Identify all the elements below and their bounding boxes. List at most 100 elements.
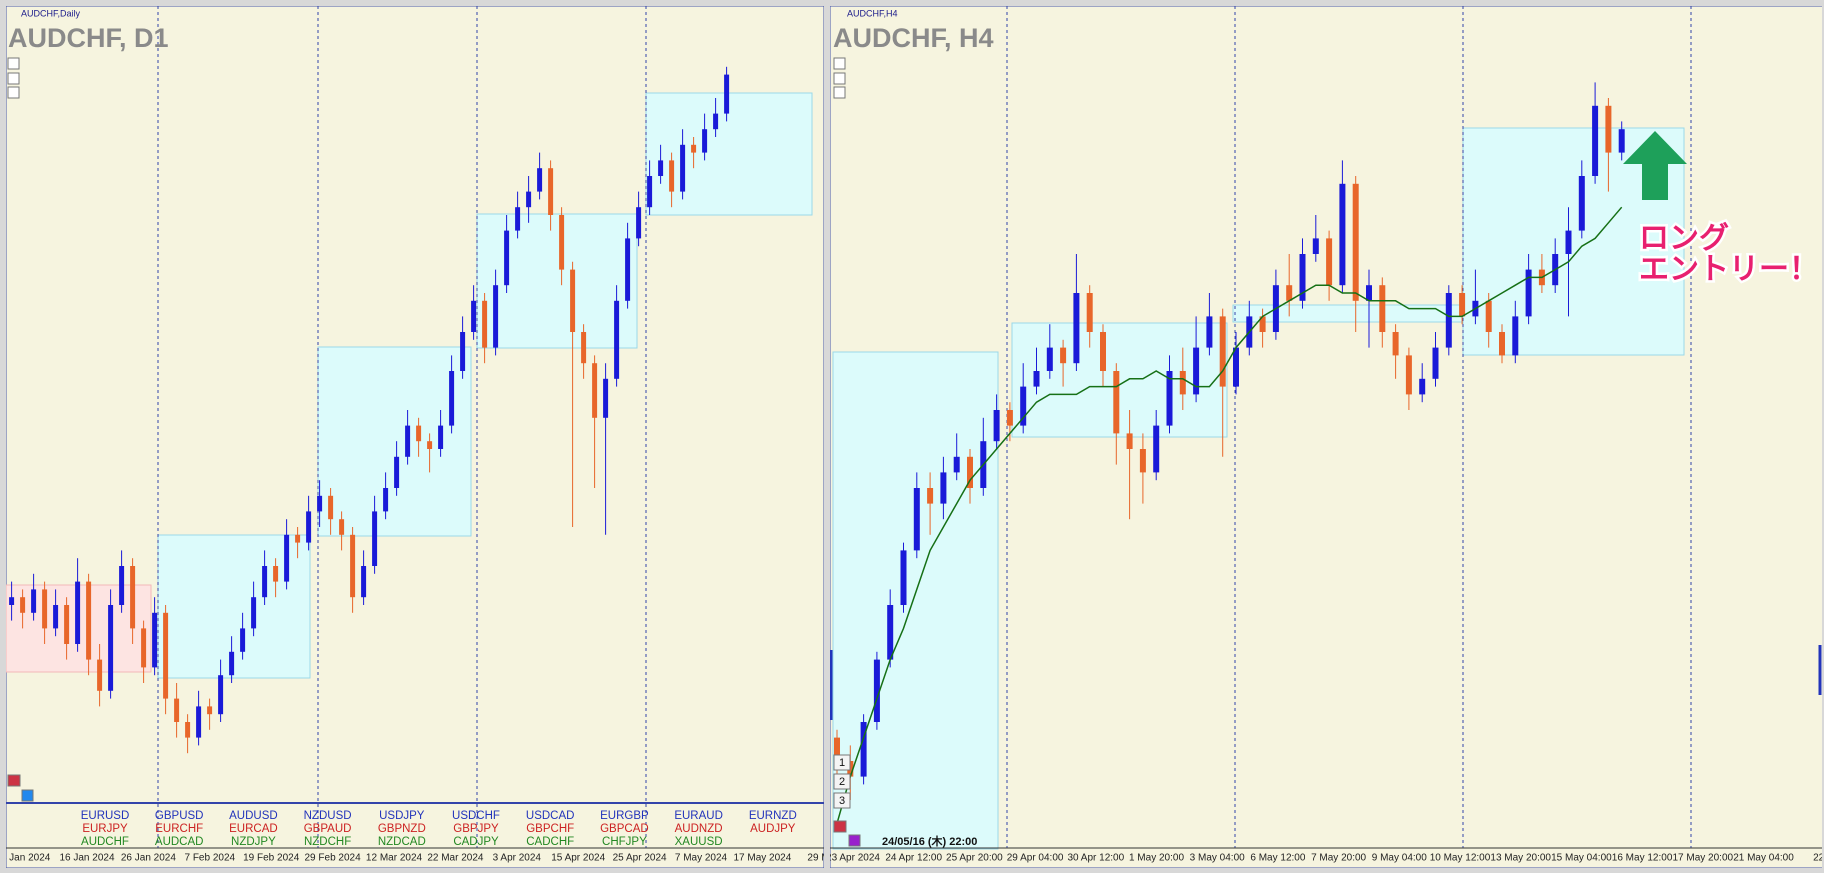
symbol-link[interactable]: EURGBP bbox=[600, 810, 649, 822]
x-tick-label: 7 Feb 2024 bbox=[184, 853, 235, 864]
symbol-link[interactable]: EURJPY bbox=[82, 823, 128, 835]
symbol-link[interactable]: USDCAD bbox=[526, 810, 575, 822]
candle-body bbox=[9, 597, 15, 605]
symbol-link[interactable]: EURAUD bbox=[674, 810, 723, 822]
symbol-link[interactable]: GBPJPY bbox=[453, 823, 499, 835]
symbol-link[interactable]: GBPCHF bbox=[526, 823, 574, 835]
x-tick-label: 22 Mar 2024 bbox=[427, 853, 484, 864]
x-tick-label: 15 Apr 2024 bbox=[551, 853, 605, 864]
candle-body bbox=[207, 706, 213, 715]
candle-body bbox=[592, 363, 598, 418]
close-indicator-button[interactable] bbox=[7, 774, 21, 787]
scroll-down-button[interactable] bbox=[833, 86, 846, 99]
candle-body bbox=[361, 566, 367, 598]
x-tick-label: 10 May 12:00 bbox=[1430, 853, 1491, 864]
moving-average bbox=[836, 206, 1623, 824]
candle-body bbox=[1219, 316, 1226, 387]
scroll-up-button[interactable] bbox=[7, 57, 20, 70]
symbol-link[interactable]: EURCHF bbox=[155, 823, 203, 835]
close-indicator-button[interactable] bbox=[833, 820, 847, 833]
scale-button[interactable] bbox=[833, 72, 846, 85]
symbol-link[interactable]: NZDJPY bbox=[231, 836, 276, 848]
candle-body bbox=[229, 651, 235, 676]
symbol-link[interactable]: XAUUSD bbox=[675, 836, 723, 848]
x-tick-label: 15 May 04:00 bbox=[1551, 853, 1612, 864]
candle-body bbox=[1286, 285, 1293, 301]
indicator-button[interactable] bbox=[848, 834, 861, 847]
window-title: AUDCHF,Daily bbox=[21, 8, 81, 18]
candle-body bbox=[570, 269, 576, 332]
symbol-link[interactable]: GBPNZD bbox=[378, 823, 426, 835]
x-tick-label: 19 Feb 2024 bbox=[243, 853, 300, 864]
candle-body bbox=[860, 722, 867, 777]
x-tick-label: 1 May 20:00 bbox=[1129, 853, 1184, 864]
candle-body bbox=[691, 144, 697, 153]
candle-body bbox=[1352, 183, 1359, 301]
symbol-link[interactable]: CHFJPY bbox=[602, 836, 647, 848]
symbol-link[interactable]: AUDJPY bbox=[750, 823, 796, 835]
x-tick-label: 16 Jan 2024 bbox=[59, 853, 114, 864]
candle-body bbox=[108, 605, 114, 691]
panel-button-label: 1 bbox=[839, 757, 845, 769]
candle-body bbox=[636, 207, 642, 239]
candle-body bbox=[218, 675, 224, 715]
symbol-link[interactable]: EURCAD bbox=[229, 823, 278, 835]
candle-body bbox=[372, 511, 378, 566]
symbol-link[interactable]: EURUSD bbox=[81, 810, 130, 822]
symbol-link[interactable]: NZDCHF bbox=[304, 836, 351, 848]
candle-body bbox=[1339, 183, 1346, 286]
candle-body bbox=[515, 207, 521, 231]
candles bbox=[9, 66, 730, 754]
symbol-link[interactable]: NZDCAD bbox=[378, 836, 426, 848]
panel-button[interactable] bbox=[833, 773, 851, 790]
symbol-link[interactable]: AUDNZD bbox=[675, 823, 723, 835]
symbol-link[interactable]: GBPCAD bbox=[600, 823, 649, 835]
symbol-link[interactable]: CADCHF bbox=[526, 836, 574, 848]
candle-body bbox=[1060, 347, 1067, 364]
x-tick-label: 21 May 04:00 bbox=[1733, 853, 1794, 864]
annotation: エントリー！ bbox=[1639, 253, 1819, 286]
candle-body bbox=[1326, 238, 1333, 286]
indicator-button[interactable] bbox=[21, 789, 34, 802]
symbol-link[interactable]: NZDUSD bbox=[304, 810, 352, 822]
symbol-link[interactable]: AUDCHF bbox=[81, 836, 129, 848]
candle-body bbox=[394, 456, 400, 488]
symbol-link[interactable]: USDJPY bbox=[379, 810, 425, 822]
panel-button[interactable] bbox=[833, 754, 851, 771]
candle-body bbox=[295, 534, 301, 543]
candle-body bbox=[262, 566, 268, 598]
chart-title: AUDCHF, D1 bbox=[8, 23, 169, 53]
candle-body bbox=[967, 456, 973, 488]
symbol-link[interactable]: AUDCAD bbox=[155, 836, 204, 848]
candle-body bbox=[724, 74, 730, 114]
symbol-link[interactable]: GBPUSD bbox=[155, 810, 204, 822]
candle-body bbox=[1392, 332, 1399, 356]
x-axis-labels: 23 Apr 2024 24 Apr 12:00 25 Apr 20:00 29 Ap… bbox=[830, 853, 1822, 864]
candle-body bbox=[449, 371, 455, 426]
symbol-link[interactable]: AUDUSD bbox=[229, 810, 278, 822]
candle-body bbox=[64, 605, 70, 644]
symbol-link[interactable]: CADJPY bbox=[453, 836, 499, 848]
candle-body bbox=[953, 456, 960, 473]
entry-arrow bbox=[1623, 131, 1687, 200]
candle-body bbox=[97, 659, 103, 691]
symbol-link[interactable]: USDCHF bbox=[452, 810, 500, 822]
scroll-down-button[interactable] bbox=[7, 86, 20, 99]
x-tick-label: 4 Jan 2024 bbox=[1, 853, 51, 864]
symbol-link[interactable]: EURNZD bbox=[749, 810, 797, 822]
candle-body bbox=[625, 238, 631, 301]
panel-button[interactable] bbox=[833, 792, 851, 809]
candle-body bbox=[1618, 129, 1625, 153]
scroll-up-button[interactable] bbox=[833, 57, 846, 70]
x-tick-label: 26 Jan 2024 bbox=[121, 853, 176, 864]
candle-body bbox=[1565, 230, 1572, 254]
candle-body bbox=[913, 488, 920, 551]
candle-body bbox=[1366, 285, 1372, 301]
scale-button[interactable] bbox=[7, 72, 20, 85]
candle-body bbox=[669, 160, 675, 192]
x-tick-label: 24 Apr 12:00 bbox=[885, 853, 942, 864]
annotation: ロング bbox=[1639, 222, 1729, 255]
candle-body bbox=[1179, 371, 1186, 395]
symbol-link[interactable]: GBPAUD bbox=[304, 823, 352, 835]
